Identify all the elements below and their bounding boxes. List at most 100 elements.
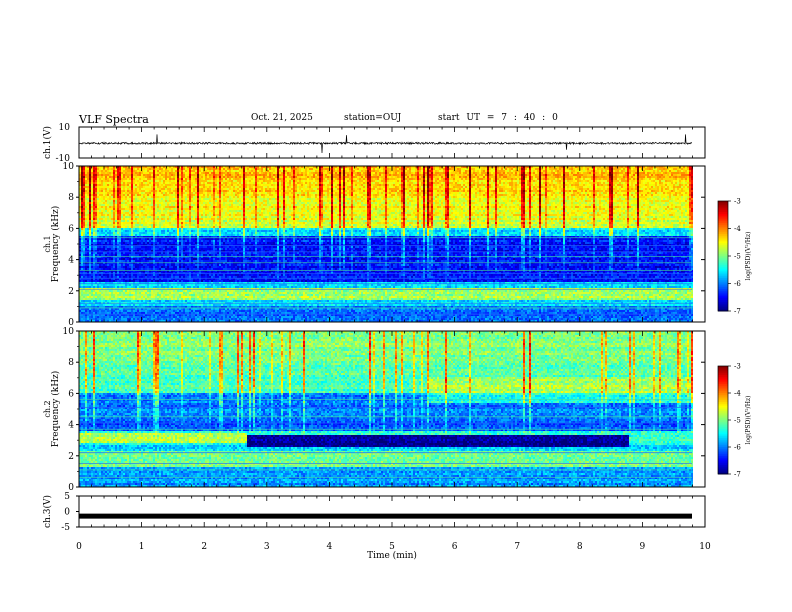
spectrogram-cell <box>445 170 447 172</box>
spectrogram-cell <box>121 170 123 172</box>
spectrogram-cell <box>455 168 457 170</box>
spectrogram-cell <box>295 170 299 172</box>
spectrogram-cell <box>403 170 405 172</box>
spectrogram-cell <box>367 168 371 170</box>
spectrogram-cell <box>275 170 277 172</box>
spectrogram-cell <box>305 170 307 172</box>
spectrogram-cell <box>465 170 467 172</box>
spectrogram-cell <box>133 168 135 170</box>
spectrogram-cell <box>603 170 605 172</box>
spectrogram-cell <box>253 170 255 172</box>
spectrogram-cell <box>95 170 97 172</box>
spectrogram-cell <box>519 170 521 172</box>
spectrogram-cell <box>613 168 619 170</box>
spectrogram-cell <box>443 170 445 172</box>
spectrogram-cell <box>139 170 141 172</box>
spectrogram-cell <box>89 168 91 170</box>
spectrogram-cell <box>161 168 163 170</box>
spectrogram-cell <box>199 170 201 172</box>
spectrogram-cell <box>197 168 199 170</box>
spectrogram-cell <box>103 170 105 172</box>
spectrogram-cell <box>319 168 321 170</box>
spectrogram-cell <box>345 170 347 172</box>
spectrogram-cell <box>597 168 599 170</box>
spectrogram-cell <box>553 170 555 172</box>
spectrogram-cell <box>179 170 181 172</box>
spectrogram-cell <box>291 170 293 172</box>
spectrogram-cell <box>627 168 629 170</box>
spectrogram-cell <box>325 170 327 172</box>
spectrogram-cell <box>429 170 433 172</box>
spectrogram-cell <box>483 170 485 172</box>
spectrogram-cell <box>331 168 333 170</box>
spectrogram-cell <box>529 170 531 172</box>
spectrogram-cell <box>371 170 373 172</box>
spectrogram-cell <box>485 168 487 170</box>
spectrogram-cell <box>201 170 203 172</box>
spectrogram-cell <box>505 168 507 170</box>
spectrogram-cell <box>187 168 189 170</box>
spectrogram-cell <box>169 170 171 172</box>
spectrogram-cell <box>471 170 473 172</box>
spectrogram-cell <box>245 170 247 172</box>
spectrogram-cell <box>303 170 305 172</box>
spectrogram-cell <box>587 168 589 170</box>
spectrogram-cell <box>375 168 377 170</box>
spectrogram-cell <box>593 170 595 172</box>
spectrogram-cell <box>155 170 157 172</box>
spectrogram-cell <box>173 170 175 172</box>
spectrogram-cell <box>351 168 353 170</box>
spectrogram-cell <box>445 168 447 170</box>
spectrogram-cell <box>571 170 575 172</box>
spectrogram-cell <box>277 168 279 170</box>
spectrogram-cell <box>421 168 423 170</box>
spectrogram-cell <box>359 170 361 172</box>
spectrogram-cell <box>477 170 479 172</box>
spectrogram-cell <box>113 170 115 172</box>
spectrogram-cell <box>135 170 137 172</box>
spectrogram-cell <box>211 168 213 170</box>
spectrogram-cell <box>177 170 179 172</box>
spectrogram-cell <box>463 168 465 170</box>
spectrogram-cell <box>183 168 185 170</box>
spectrogram-cell <box>413 168 415 170</box>
spectrogram-cell <box>439 170 443 172</box>
spectrogram-cell <box>181 168 183 170</box>
spectrogram-cell <box>359 168 361 170</box>
spectrogram-cell <box>555 170 557 172</box>
spectrogram-cell <box>605 170 607 172</box>
spectrogram-cell <box>323 168 325 170</box>
spectrogram-cell <box>507 168 509 170</box>
spectrogram-cell <box>469 170 471 172</box>
spectrogram-cell <box>287 170 291 172</box>
spectrogram-cell <box>471 168 475 170</box>
spectrogram-cell <box>487 168 489 170</box>
spectrogram-cell <box>577 170 579 172</box>
spectrogram-cell <box>607 170 609 172</box>
spectrogram-cell <box>573 168 575 170</box>
spectrogram-cell <box>195 170 197 172</box>
spectrogram-cell <box>281 170 283 172</box>
spectrogram-cell <box>335 168 337 170</box>
spectrogram-cell <box>447 168 449 170</box>
spectrogram-cell <box>631 170 633 172</box>
spectrogram-cell <box>273 170 275 172</box>
spectrogram-cell <box>357 168 359 170</box>
spectrogram-cell <box>489 170 491 172</box>
spectrogram-cell <box>493 168 495 170</box>
spectrogram-cell <box>313 168 315 170</box>
spectrogram-cell <box>339 170 341 172</box>
spectrogram-cell <box>209 168 211 170</box>
spectrogram-cell <box>255 170 257 172</box>
spectrogram-cell <box>545 168 547 170</box>
spectrogram-cell <box>511 168 513 170</box>
spectrogram-cell <box>385 168 387 170</box>
spectrogram-cell <box>267 170 269 172</box>
spectrogram-cell <box>83 168 85 170</box>
spectrogram-cell <box>417 170 419 172</box>
spectrogram-cell <box>465 168 467 170</box>
spectrogram-cell <box>419 168 421 170</box>
spectrogram-cell <box>137 170 139 172</box>
spectrogram-cell <box>207 168 209 170</box>
spectrogram-cell <box>101 168 103 170</box>
